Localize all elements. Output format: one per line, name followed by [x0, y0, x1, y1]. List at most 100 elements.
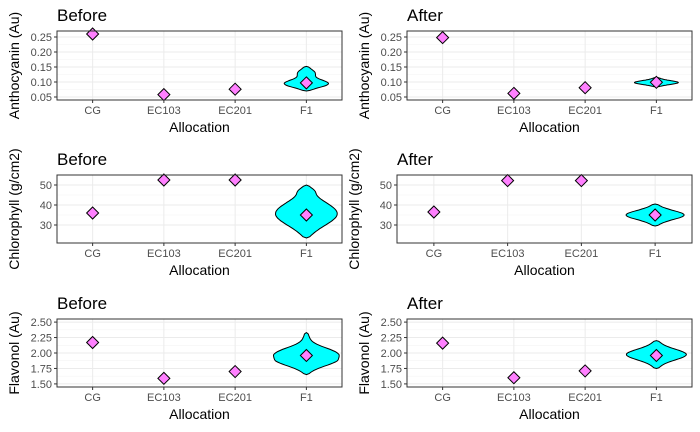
mean-point-F1 [649, 348, 664, 363]
y-tick-label: 2.50 [31, 317, 52, 329]
y-tick-label: 2.25 [31, 333, 52, 345]
y-tick-label: 30 [40, 220, 52, 232]
x-tick-label: EC103 [147, 392, 181, 404]
y-axis-title: Flavonol (Au) [356, 311, 372, 394]
y-axis-title: Anthocyanin (Au) [6, 12, 22, 119]
mean-point-EC103 [507, 86, 521, 101]
mean-point-CG [435, 336, 450, 350]
y-axis-title: Anthocyanin (Au) [356, 12, 372, 119]
mean-point-CG [435, 30, 450, 45]
x-tick-label: EC103 [147, 105, 181, 117]
y-tick-label: 50 [380, 180, 392, 192]
y-tick-label: 2.50 [381, 317, 402, 329]
y-tick-label: 2.00 [381, 348, 402, 360]
y-tick-label: 0.10 [31, 77, 52, 89]
y-tick-label: 0.20 [381, 47, 402, 59]
mean-point-CG [85, 335, 100, 350]
mean-point-EC201 [228, 82, 242, 96]
x-tick-label: CG [84, 392, 101, 404]
panel-title: Before [57, 150, 107, 169]
x-tick-label: F1 [300, 248, 313, 260]
panel-border [56, 30, 343, 101]
panel-title: After [407, 294, 443, 313]
y-tick-label: 0.05 [381, 92, 402, 104]
mean-point-EC201 [578, 80, 592, 95]
mean-point-EC201 [228, 364, 242, 379]
panel-title: Before [57, 6, 107, 25]
x-axis-title: Allocation [169, 262, 230, 278]
mean-point-CG [427, 205, 441, 219]
y-tick-label: 1.50 [381, 379, 402, 391]
y-tick-label: 30 [380, 220, 392, 232]
y-tick-label: 0.15 [381, 62, 402, 74]
mean-point-EC201 [574, 173, 589, 188]
mean-point-F1 [648, 208, 662, 222]
x-tick-label: CG [434, 392, 451, 404]
mean-point-EC103 [157, 371, 171, 386]
x-tick-label: F1 [300, 392, 313, 404]
x-axis-title: Allocation [514, 262, 575, 278]
x-tick-label: EC201 [565, 248, 599, 260]
x-tick-label: EC201 [218, 105, 252, 117]
mean-point-EC103 [507, 371, 521, 385]
mean-point-F1 [299, 208, 314, 222]
x-tick-label: F1 [650, 392, 663, 404]
y-tick-label: 40 [380, 200, 392, 212]
mean-point-F1 [299, 76, 314, 90]
mean-point-EC103 [157, 173, 171, 187]
chart-panel-1: 0.05 0.10 0.15 0.20 0.25 CG EC103 EC201 F1 After A… [356, 6, 693, 135]
x-axis-title: Allocation [169, 406, 230, 422]
x-tick-label: EC103 [491, 248, 525, 260]
x-tick-label: CG [434, 105, 451, 117]
panel-border [56, 174, 343, 244]
mean-point-EC201 [578, 364, 592, 378]
x-tick-label: EC201 [218, 392, 252, 404]
chart-panel-5: 1.50 1.75 2.00 2.25 2.50 CG EC103 EC201 F1 After A… [356, 294, 693, 422]
chart-panel-4: 1.50 1.75 2.00 2.25 2.50 CG EC103 EC201 F1 Before… [6, 294, 343, 422]
y-axis-title: Flavonol (Au) [6, 311, 22, 394]
chart-panel-0: 0.05 0.10 0.15 0.20 0.25 CG EC103 EC201 F1 Before… [6, 6, 343, 135]
x-tick-label: EC103 [497, 392, 531, 404]
x-axis-title: Allocation [519, 119, 580, 135]
panel-title: After [407, 6, 443, 25]
y-tick-label: 0.10 [381, 77, 402, 89]
chart-panel-2: 30 40 50 CG EC103 EC201 F1 Before Allocation Chlo… [6, 148, 343, 278]
x-tick-label: EC103 [147, 248, 181, 260]
x-tick-label: EC103 [497, 105, 531, 117]
x-axis-title: Allocation [169, 119, 230, 135]
y-axis-title: Chlorophyll (g/cm2) [6, 148, 22, 269]
mean-point-CG [85, 206, 100, 220]
mean-point-EC103 [500, 173, 515, 188]
x-tick-label: F1 [300, 105, 313, 117]
x-tick-label: EC201 [218, 248, 252, 260]
y-tick-label: 2.25 [381, 333, 402, 345]
y-tick-label: 1.75 [31, 363, 52, 375]
y-axis-title: Chlorophyll (g/cm2) [346, 148, 362, 269]
mean-point-EC201 [228, 173, 242, 187]
mean-point-CG [85, 27, 100, 41]
panel-title: Before [57, 294, 107, 313]
panel-border [406, 30, 693, 101]
mean-point-F1 [649, 75, 664, 90]
y-tick-label: 40 [40, 200, 52, 212]
y-tick-label: 0.15 [31, 62, 52, 74]
x-tick-label: CG [84, 105, 101, 117]
y-tick-label: 50 [40, 180, 52, 192]
x-tick-label: CG [426, 248, 443, 260]
y-tick-label: 0.05 [31, 92, 52, 104]
x-tick-label: F1 [649, 248, 662, 260]
panel-title: After [397, 150, 433, 169]
x-axis-title: Allocation [519, 406, 580, 422]
y-tick-label: 2.00 [31, 348, 52, 360]
panel-border [396, 174, 693, 244]
x-tick-label: EC201 [568, 392, 602, 404]
y-tick-label: 0.20 [31, 47, 52, 59]
x-tick-label: EC201 [568, 105, 602, 117]
mean-point-EC103 [157, 87, 171, 102]
x-tick-label: CG [84, 248, 101, 260]
y-tick-label: 0.25 [31, 32, 52, 44]
chart-panel-3: 30 40 50 CG EC103 EC201 F1 After Allocation Chlor… [346, 148, 693, 278]
y-tick-label: 0.25 [381, 32, 402, 44]
y-tick-label: 1.75 [381, 363, 402, 375]
